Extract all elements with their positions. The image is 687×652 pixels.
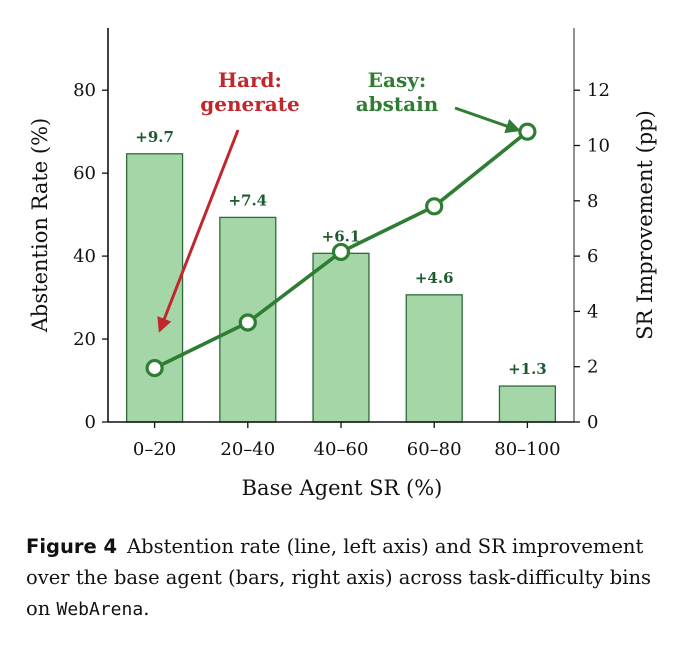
x-tick-label: 0–20 [133,439,176,460]
hard-annotation-text: generate [200,92,299,116]
right-tick-label: 8 [587,191,598,212]
left-tick-label: 40 [73,246,96,267]
axes-layer: 0 20 40 60 80 0 2 4 6 8 10 12 0–20 20–40 40–60 60–80 80–… [73,28,610,460]
line-point [238,313,257,332]
right-tick-label: 2 [587,357,598,378]
easy-annotation-text: abstain [356,92,439,116]
x-tick-label: 40–60 [314,439,369,460]
line-point [518,122,537,141]
left-tick-label: 60 [73,163,96,184]
right-tick-label: 0 [587,412,598,433]
bar [498,385,557,423]
caption-period: . [143,597,150,620]
bar [125,153,184,423]
hard-annotation-text: Hard: [218,68,282,92]
caption-label: Figure 4 [26,535,118,558]
hard-annotation-arrow [157,129,240,333]
line-point [331,242,351,262]
line-layer [145,122,537,378]
left-y-axis-label: Abstention Rate (%) [28,118,52,333]
x-axis-label: Base Agent SR (%) [242,476,443,500]
left-tick-label: 0 [85,412,96,433]
right-tick-label: 10 [587,136,610,157]
bar [405,294,463,423]
bar-value-label: +1.3 [508,360,547,378]
x-tick-label: 20–40 [220,439,275,460]
x-tick-label: 60–80 [407,439,462,460]
right-y-axis-label: SR Improvement (pp) [633,110,657,340]
bar-value-label: +7.4 [228,191,267,209]
easy-annotation-arrow [454,106,521,134]
right-tick-label: 4 [587,301,598,322]
line-point [145,358,164,378]
right-tick-label: 12 [587,80,610,101]
chart-figure: +9.7+7.4+6.1+4.6+1.3 0204060800246810120… [28,28,657,500]
right-tick-label: 6 [587,246,598,267]
caption-dataset-name: WebArena [56,599,144,620]
bar-value-label: +4.6 [415,269,454,287]
bar-value-label: +9.7 [135,128,174,146]
figure-caption: Figure 4 Abstention rate (line, left axis… [26,531,666,625]
bar [312,252,370,423]
line-point [425,197,444,216]
bar-value-label: +6.1 [322,227,361,245]
caption-text: Abstention rate (line, left axis) and SR… [26,535,652,620]
x-tick-label: 80–100 [494,439,560,460]
left-tick-label: 80 [73,80,96,101]
easy-annotation-text: Easy: [368,68,426,92]
left-tick-label: 20 [73,329,96,350]
bars-layer: +9.7 +7.4 +6.1 +4.6 +1.3 [125,128,557,423]
annotation-layer: Hard:generate Easy:abstain [157,68,521,333]
